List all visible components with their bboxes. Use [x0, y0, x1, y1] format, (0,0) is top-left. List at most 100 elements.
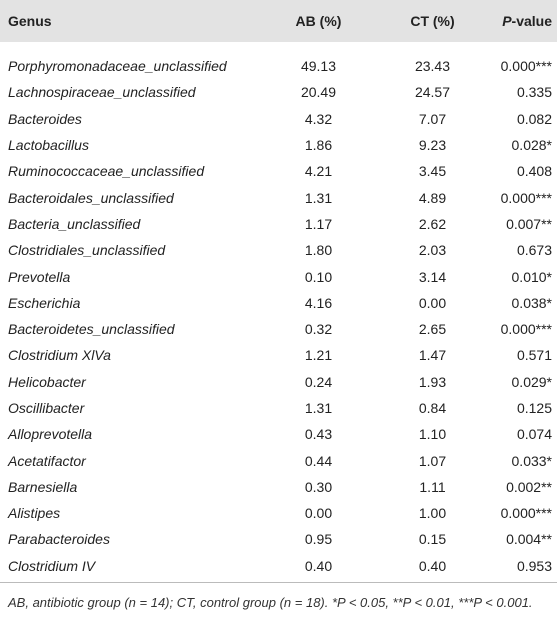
table-cell: 2.65 — [418, 321, 447, 338]
table-cell: Alistipes — [8, 505, 61, 522]
table-cell: 0.10 — [304, 268, 333, 285]
table-row: Clostridium XlVa 1.21 1.47 0.571 — [0, 342, 557, 368]
table-row: Porphyromonadaceae_unclassified 49.13 23.4… — [0, 53, 557, 79]
table-row: Barnesiella 0.30 1.11 0.002** — [0, 474, 557, 500]
table-row: Clostridiales_unclassified 1.80 2.03 0.673 — [0, 237, 557, 263]
table-cell: 2.03 — [418, 242, 447, 259]
table-row: Acetatifactor 0.44 1.07 0.033* — [0, 447, 557, 473]
table-cell: 0.95 — [304, 531, 333, 548]
table-cell: 24.57 — [414, 84, 451, 101]
table-cell: Clostridiales_unclassified — [8, 242, 166, 259]
table-cell: 0.007** — [506, 215, 552, 232]
table-row: Lactobacillus 1.86 9.23 0.028* — [0, 132, 557, 158]
table-cell: 0.30 — [304, 478, 333, 495]
table-cell: Escherichia — [8, 294, 81, 311]
table-cell: 3.45 — [418, 163, 447, 180]
table-cell: 0.074 — [516, 426, 552, 443]
table-cell: Clostridium XlVa — [8, 347, 111, 364]
table-cell: Barnesiella — [8, 478, 78, 495]
table-row: Oscillibacter 1.31 0.84 0.125 — [0, 395, 557, 421]
table-body: Porphyromonadaceae_unclassified 49.13 23.4… — [0, 42, 557, 579]
table-cell: 0.32 — [304, 321, 333, 338]
table-row: Bacteroidetes_unclassified 0.32 2.65 0.000*… — [0, 316, 557, 342]
bottom-rule — [0, 582, 557, 583]
table-row: Bacteroides 4.32 7.07 0.082 — [0, 106, 557, 132]
table-cell: 0.408 — [516, 163, 552, 180]
table-cell: 0.010* — [511, 268, 552, 285]
table-cell: Helicobacter — [8, 373, 86, 390]
table-cell: 1.00 — [418, 505, 447, 522]
header-cell: AB (%) — [295, 13, 342, 29]
table-cell: Bacteria_unclassified — [8, 215, 141, 232]
table-cell: 2.62 — [418, 215, 447, 232]
table-cell: 1.11 — [419, 478, 446, 495]
table-row: Helicobacter 0.24 1.93 0.029* — [0, 369, 557, 395]
table-cell: 1.21 — [304, 347, 333, 364]
table-cell: 0.44 — [304, 452, 333, 469]
table-row: Prevotella 0.10 3.14 0.010* — [0, 263, 557, 289]
table-row: Bacteroidales_unclassified 1.31 4.89 0.000*… — [0, 184, 557, 210]
table-cell: 0.43 — [304, 426, 333, 443]
table-cell: Lactobacillus — [8, 137, 89, 154]
table-cell: 0.000*** — [500, 189, 552, 206]
table-row: Ruminococcaceae_unclassified 4.21 3.45 0.40… — [0, 158, 557, 184]
table-cell: 7.07 — [418, 110, 447, 127]
table-cell: 1.47 — [418, 347, 447, 364]
table-cell: 3.14 — [418, 268, 447, 285]
table-cell: 0.24 — [304, 373, 333, 390]
table-row: Alloprevotella 0.43 1.10 0.074 — [0, 421, 557, 447]
table-cell: 23.43 — [414, 58, 451, 75]
table-cell: 1.07 — [418, 452, 447, 469]
table-cell: 0.082 — [516, 110, 552, 127]
table-cell: 4.32 — [304, 110, 333, 127]
table-cell: 0.033* — [511, 452, 552, 469]
header-cell: P-value — [502, 13, 552, 29]
table-cell: 0.15 — [418, 531, 447, 548]
table-cell: 0.000*** — [500, 505, 552, 522]
table-cell: 0.40 — [304, 557, 333, 574]
table-row: Clostridium IV 0.40 0.40 0.953 — [0, 553, 557, 579]
table-cell: 49.13 — [300, 58, 337, 75]
table-cell: 0.038* — [511, 294, 552, 311]
table-cell: 4.89 — [418, 189, 447, 206]
table-cell: 1.10 — [418, 426, 447, 443]
table-cell: 1.31 — [304, 189, 333, 206]
table-cell: Clostridium IV — [8, 557, 96, 574]
table-row: Lachnospiraceae_unclassified 20.49 24.57 0.… — [0, 79, 557, 105]
table-cell: 0.673 — [516, 242, 552, 259]
table-cell: 0.953 — [516, 557, 552, 574]
table-cell: 0.571 — [516, 347, 552, 364]
table-row: Escherichia 4.16 0.00 0.038* — [0, 290, 557, 316]
table-cell: Alloprevotella — [8, 426, 93, 443]
table-header: Genus AB (%) CT (%) P-value — [0, 0, 557, 42]
header-cell: CT (%) — [410, 13, 455, 29]
header-row: Genus AB (%) CT (%) P-value — [0, 0, 557, 42]
table-cell: Oscillibacter — [8, 400, 85, 416]
table-row: Parabacteroides 0.95 0.15 0.004** — [0, 526, 557, 552]
table-cell: 0.000*** — [500, 321, 552, 338]
table-cell: 0.00 — [304, 505, 333, 522]
table-cell: 0.002** — [506, 478, 552, 495]
table-cell: Porphyromonadaceae_unclassified — [8, 58, 227, 75]
table-cell: Prevotella — [8, 268, 71, 285]
table-cell: 1.17 — [304, 215, 333, 232]
table-cell: 20.49 — [300, 84, 337, 101]
table-row: Alistipes 0.00 1.00 0.000*** — [0, 500, 557, 526]
table-cell: 1.31 — [304, 400, 333, 416]
table-cell: 4.16 — [304, 294, 333, 311]
data-table: Genus AB (%) CT (%) P-value Porphyromona… — [0, 0, 557, 579]
table-cell: Bacteroidetes_unclassified — [8, 321, 175, 338]
footnote: AB, antibiotic group (n = 14); CT, contr… — [8, 595, 533, 610]
table-cell: Bacteroides — [8, 110, 82, 127]
table-cell: Bacteroidales_unclassified — [8, 189, 174, 206]
table-cell: 0.004** — [506, 531, 552, 548]
table-cell: 0.00 — [418, 294, 447, 311]
table-cell: 0.84 — [418, 400, 447, 416]
table-cell: 0.335 — [516, 84, 552, 101]
table-cell: 0.40 — [418, 557, 447, 574]
table-cell: 0.000*** — [500, 58, 552, 75]
table-cell: 1.93 — [418, 373, 447, 390]
table-cell: 1.80 — [304, 242, 333, 259]
header-cell: Genus — [8, 13, 52, 29]
